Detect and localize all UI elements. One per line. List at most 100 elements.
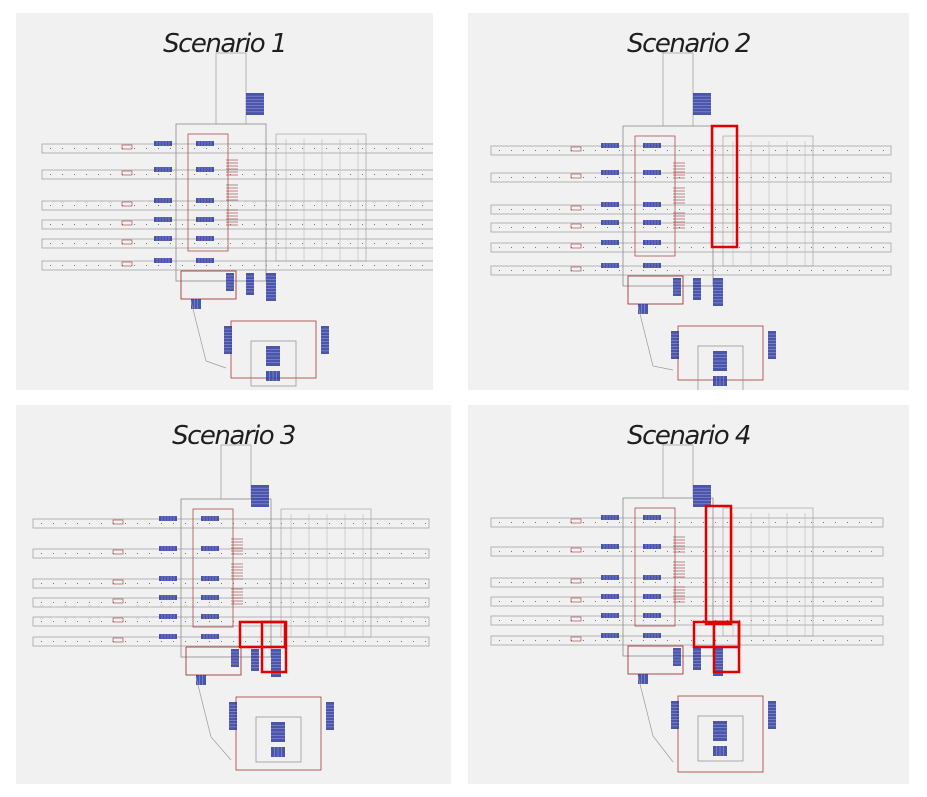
track-marker [257,583,258,584]
track-marker [134,243,135,244]
track-marker [158,265,159,266]
panel-title: Scenario 1 [163,29,287,59]
track-marker [266,224,267,225]
track-marker [389,553,390,554]
track-marker [703,177,704,178]
track-marker [763,270,764,271]
track-marker [787,247,788,248]
track-marker [365,602,366,603]
track-marker [655,601,656,602]
track-marker [206,224,207,225]
track-marker [269,553,270,554]
track-marker [398,174,399,175]
platform-track [490,172,892,183]
track-marker [98,205,99,206]
track-marker [571,227,572,228]
track-marker [353,621,354,622]
track-marker [413,583,414,584]
track-marker [739,620,740,621]
platform-track [490,242,892,253]
track-marker [50,174,51,175]
platform-marker [121,144,133,150]
track-marker [523,150,524,151]
track-marker [281,523,282,524]
track-marker [823,150,824,151]
platform-marker [112,579,124,585]
track-marker [835,582,836,583]
track-marker [254,224,255,225]
track-marker [523,620,524,621]
platform-marker [121,201,133,207]
track-marker [775,551,776,552]
stair [638,674,648,684]
track-marker [353,523,354,524]
platform-track [490,596,884,607]
highlight-box [712,620,741,674]
track-marker [823,270,824,271]
track-marker [847,522,848,523]
track-marker [206,174,207,175]
track-marker [535,247,536,248]
track-marker [631,209,632,210]
track-marker [341,553,342,554]
track-marker [595,177,596,178]
track-marker [410,224,411,225]
track-marker [422,205,423,206]
track-marker [727,582,728,583]
track-marker [583,640,584,641]
track-marker [98,148,99,149]
track-marker [413,621,414,622]
track-marker [811,177,812,178]
track-marker [305,602,306,603]
track-marker [302,205,303,206]
track-marker [799,227,800,228]
track-marker [77,641,78,642]
track-marker [751,620,752,621]
track-marker [338,243,339,244]
track-marker [326,148,327,149]
panel-title: Scenario 2 [627,29,751,59]
track-marker [398,148,399,149]
track-marker [173,621,174,622]
track-marker [290,174,291,175]
track-marker [751,522,752,523]
track-marker [535,177,536,178]
track-marker [595,209,596,210]
track-marker [691,582,692,583]
stair [266,273,276,301]
track-marker [242,224,243,225]
track-marker [847,601,848,602]
track-marker [134,148,135,149]
track-marker [727,209,728,210]
track-marker [101,621,102,622]
platform-marker [570,266,582,272]
track-marker [65,641,66,642]
track-marker [583,227,584,228]
track-marker [679,177,680,178]
track-marker [374,224,375,225]
track-marker [425,621,426,622]
track-marker [221,641,222,642]
track-marker [242,265,243,266]
track-marker [643,601,644,602]
track-marker [619,270,620,271]
track-marker [511,522,512,523]
platform-track [490,222,892,233]
track-marker [410,148,411,149]
highlight-box [260,620,288,674]
track-marker [535,209,536,210]
track-marker [353,602,354,603]
track-marker [206,265,207,266]
track-marker [182,224,183,225]
track-marker [377,583,378,584]
track-marker [787,601,788,602]
transfer-corridor [275,133,367,262]
track-marker [667,209,668,210]
track-marker [158,148,159,149]
track-marker [89,583,90,584]
track-marker [113,553,114,554]
track-marker [571,150,572,151]
track-marker [511,227,512,228]
track-marker [317,523,318,524]
track-marker [293,583,294,584]
